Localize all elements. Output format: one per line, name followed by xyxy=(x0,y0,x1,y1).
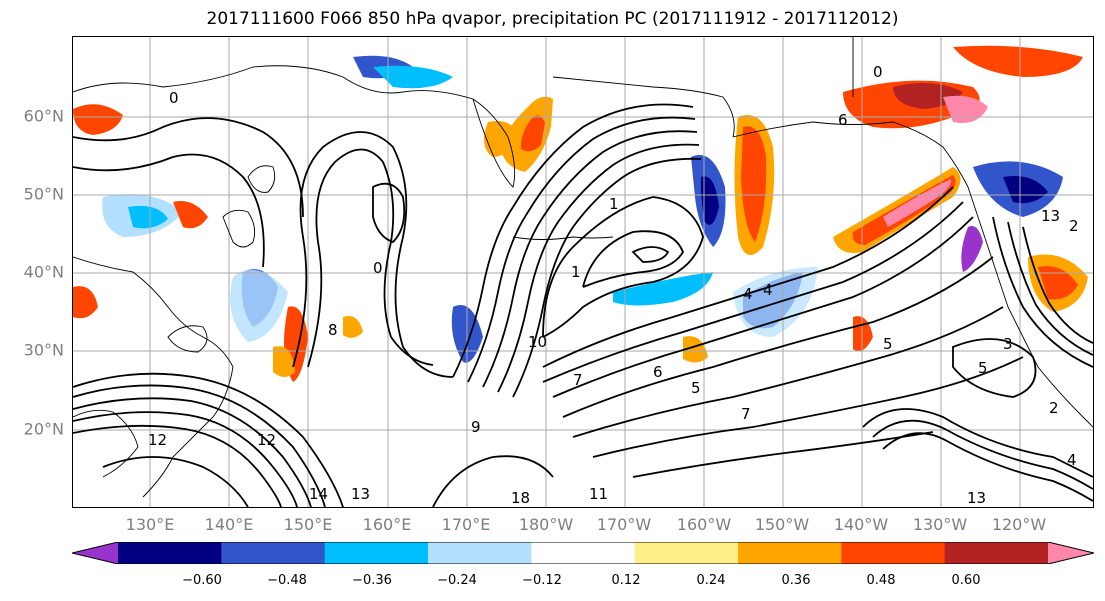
colorbar xyxy=(72,542,1094,564)
contour-label: 6 xyxy=(838,111,848,129)
shade-orange-south xyxy=(683,336,708,363)
contour-label: 0 xyxy=(373,259,383,277)
contour-label: 7 xyxy=(573,371,583,389)
lat-label-40n: 40°N xyxy=(23,262,64,282)
lat-label-50n: 50°N xyxy=(23,184,64,204)
colorbar-cell xyxy=(324,542,429,564)
contour-label: 4 xyxy=(743,285,753,303)
shade-orange-arctic xyxy=(953,45,1083,77)
shade-lightblue-ne-pac xyxy=(733,267,818,337)
colorbar-tick: −0.60 xyxy=(182,573,222,588)
colorbar-tick: 0.24 xyxy=(696,573,726,588)
contour-label: 0 xyxy=(169,89,179,107)
colorbar-extend-high xyxy=(1048,542,1094,564)
lon-label-130w: 130°W xyxy=(912,515,968,534)
contour-label: 12 xyxy=(257,431,276,449)
contour-label: 11 xyxy=(589,485,608,503)
contour-label: 18 xyxy=(511,489,530,507)
map-title: 2017111600 F066 850 hPa qvapor, precipit… xyxy=(206,9,899,29)
colorbar-tick: 0.12 xyxy=(611,573,641,588)
contour-label: 0 xyxy=(873,63,883,81)
shade-blue-ar-south xyxy=(613,272,713,306)
colorbar-cells xyxy=(72,542,1094,564)
lon-label-180w: 180°W xyxy=(518,515,574,534)
shade-red-west-japan xyxy=(73,286,98,319)
contour-label: 9 xyxy=(471,418,481,436)
colorbar-cell xyxy=(944,542,1049,564)
map-canvas: 0 0 0 1 1 6 4 4 8 9 10 12 12 14 13 18 11… xyxy=(73,37,1093,507)
contour-label: 5 xyxy=(978,359,988,377)
graticule xyxy=(73,37,1093,507)
lon-label-120w: 120°W xyxy=(991,515,1047,534)
shade-blue-arctic xyxy=(373,65,453,89)
shade-red-aleutian xyxy=(741,126,767,242)
colorbar-cell xyxy=(634,542,739,564)
contour-label: 5 xyxy=(883,335,893,353)
colorbar-cell xyxy=(221,542,326,564)
shade-red-kamchatka xyxy=(520,115,545,152)
colorbar-tick: 0.36 xyxy=(781,573,811,588)
contour-label: 13 xyxy=(1041,207,1060,225)
contour-label: 4 xyxy=(763,281,773,299)
colorbar-tick: −0.12 xyxy=(522,573,562,588)
lon-label-160e: 160°E xyxy=(362,515,412,534)
vapor-contours xyxy=(73,103,1093,507)
lon-label-170w: 170°W xyxy=(596,515,652,534)
colorbar-extend-low xyxy=(72,542,118,564)
contour-label: 14 xyxy=(309,485,328,503)
colorbar-cell xyxy=(841,542,946,564)
contour-label: 13 xyxy=(351,485,370,503)
lon-label-130e: 130°E xyxy=(125,515,175,534)
lat-label-30n: 30°N xyxy=(23,340,64,360)
shade-orange-dateline xyxy=(343,316,363,338)
shade-red-california xyxy=(1038,266,1078,300)
contour-label: 2 xyxy=(1049,399,1059,417)
contour-label: 1 xyxy=(609,195,619,213)
colorbar-cell xyxy=(738,542,842,564)
contour-labels: 0 0 0 1 1 6 4 4 8 9 10 12 12 14 13 18 11… xyxy=(148,63,1079,507)
contour-label: 12 xyxy=(148,431,167,449)
lon-label-140e: 140°E xyxy=(204,515,254,534)
shade-pink-alaska xyxy=(943,95,988,123)
shade-orange-ryukyu xyxy=(273,346,295,377)
colorbar-cell xyxy=(428,542,532,564)
contour-label: 1 xyxy=(571,263,581,281)
colorbar-tick: −0.48 xyxy=(267,573,307,588)
contour-label: 8 xyxy=(328,321,338,339)
map-panel: 0 0 0 1 1 6 4 4 8 9 10 12 12 14 13 18 11… xyxy=(72,36,1094,508)
shade-red-hawaii-ne xyxy=(853,316,873,352)
contour-label: 6 xyxy=(653,363,663,381)
contour-label: 5 xyxy=(691,379,701,397)
colorbar-tick: −0.36 xyxy=(352,573,392,588)
contour-label: 13 xyxy=(967,489,986,507)
colorbar-tick: 0.48 xyxy=(866,573,896,588)
shade-purple-coast xyxy=(961,226,983,272)
coastlines xyxy=(73,37,1093,498)
shade-orange-okhotsk xyxy=(484,121,518,157)
contour-label: 4 xyxy=(1067,451,1077,469)
lon-label-170e: 170°E xyxy=(441,515,491,534)
lat-label-20n: 20°N xyxy=(23,419,64,439)
shade-blue-siberia xyxy=(128,205,168,229)
shade-navy-bc xyxy=(1003,176,1048,204)
shade-orange-westcoast xyxy=(73,104,123,135)
contour-label: 10 xyxy=(528,333,547,351)
contour-label: 7 xyxy=(741,405,751,423)
contour-label: 3 xyxy=(1003,335,1013,353)
contour-label: 2 xyxy=(1069,217,1079,235)
lon-label-160w: 160°W xyxy=(676,515,732,534)
lon-label-150w: 150°W xyxy=(754,515,810,534)
shade-orange-japan xyxy=(173,201,208,229)
lat-label-60n: 60°N xyxy=(23,106,64,126)
shade-pink-ar-band xyxy=(883,179,952,227)
colorbar-cell xyxy=(531,542,636,564)
colorbar-cell xyxy=(118,542,222,564)
colorbar-tick: 0.60 xyxy=(951,573,981,588)
colorbar-tick: −0.24 xyxy=(437,573,477,588)
precip-shading xyxy=(73,45,1088,382)
lon-label-150e: 150°E xyxy=(283,515,333,534)
lon-label-140w: 140°W xyxy=(833,515,889,534)
shade-navy-gulf xyxy=(700,176,719,225)
shade-lightblue-japan xyxy=(230,269,288,342)
